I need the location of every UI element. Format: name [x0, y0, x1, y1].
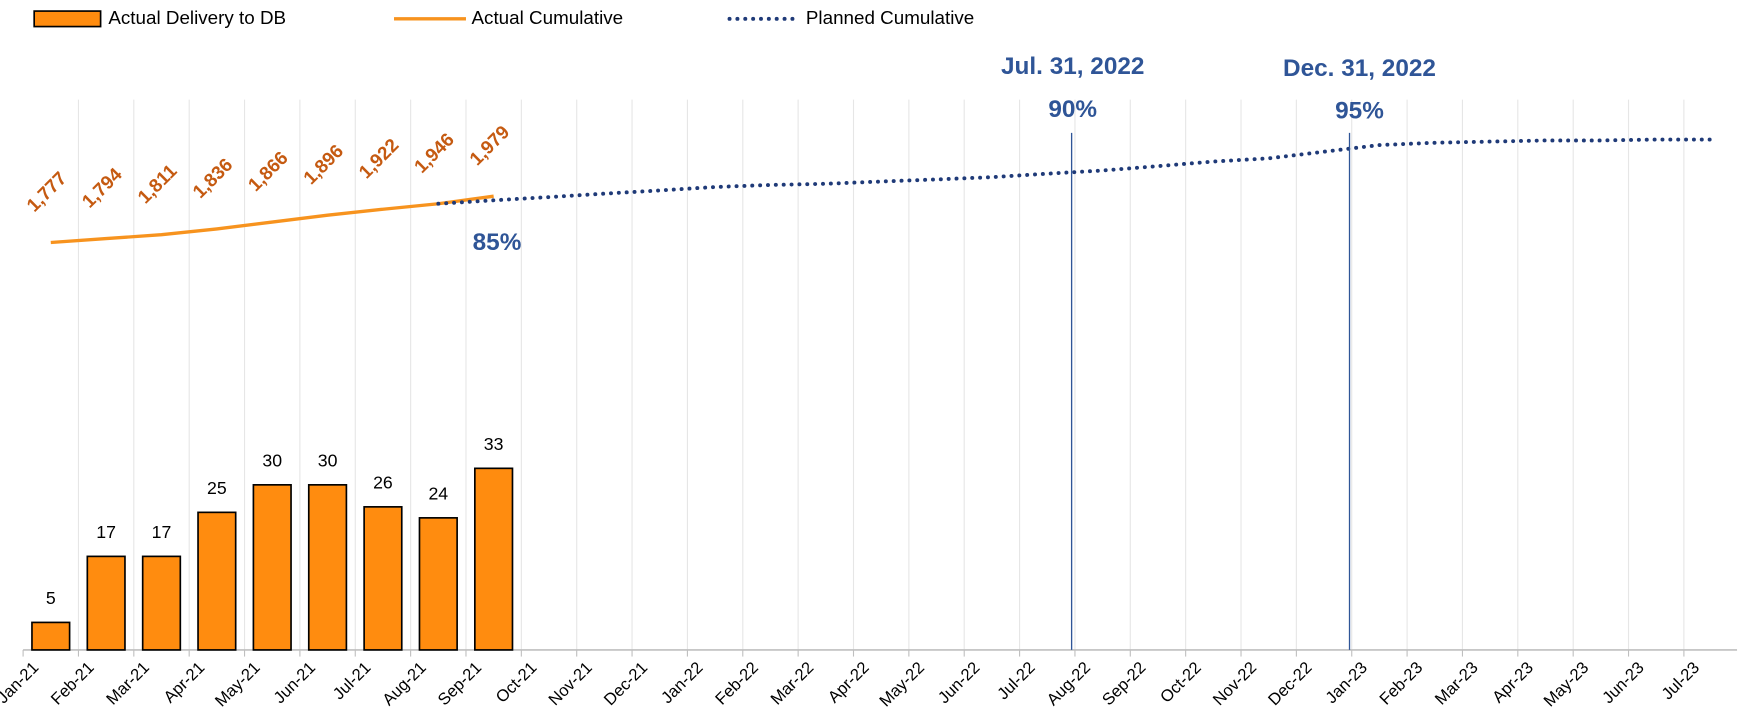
x-tick-label: Apr-23	[1488, 658, 1537, 707]
line	[50, 194, 494, 245]
data-label: 1,946	[410, 129, 458, 177]
x-tick-label: Feb-22	[711, 658, 762, 709]
x-tick-label: Jan-22	[657, 658, 706, 707]
data-label: 1,777	[22, 168, 70, 216]
x-tick-label: Nov-22	[1209, 658, 1260, 709]
x-tick-label: Mar-21	[102, 658, 153, 709]
line	[436, 137, 1714, 206]
bar	[307, 484, 348, 651]
data-label: 1,811	[133, 160, 180, 207]
x-tick-label: Sep-21	[434, 658, 485, 709]
x-tick-label: May-23	[1540, 658, 1593, 711]
bar-label: 17	[96, 522, 116, 542]
x-tick-label: Jul-21	[329, 658, 374, 703]
x-tick-label: Oct-21	[492, 658, 541, 707]
x-tick-label: Jan-23	[1322, 658, 1371, 707]
bar	[252, 484, 292, 651]
bar-label: 5	[46, 588, 56, 608]
plot: Jan-21 Feb-21 Mar-21 Apr-21 May-21 Jun-21 Jul-…	[0, 99, 1738, 711]
x-tick-label: Feb-21	[47, 658, 98, 709]
bar	[418, 517, 458, 651]
bar	[197, 511, 237, 651]
data-label: 1,979	[465, 121, 513, 169]
x-tick-label: Jul-22	[993, 658, 1038, 703]
x-tick-label: Nov-21	[545, 658, 596, 709]
x-tick-label: Apr-21	[160, 658, 209, 707]
x-tick-label: Mar-23	[1431, 658, 1482, 709]
x-tick-label: May-21	[211, 658, 264, 711]
data-label: 1,922	[354, 134, 402, 182]
bar-label: 30	[262, 450, 282, 470]
bar-label: 33	[484, 434, 504, 454]
bar-label: 25	[207, 478, 227, 498]
bar-label: 30	[318, 450, 338, 470]
annotation: Dec. 31, 2022	[1283, 55, 1436, 82]
x-tick-label: Jun-23	[1598, 658, 1647, 707]
data-label: 1,866	[244, 147, 292, 195]
data-label: 1,836	[188, 154, 236, 202]
x-tick-label: Aug-21	[379, 658, 430, 709]
bar	[363, 506, 403, 651]
bar	[141, 555, 182, 651]
bar-label: 24	[428, 483, 448, 503]
annotation: 90%	[1048, 96, 1097, 123]
x-tick-label: Sep-22	[1098, 658, 1149, 709]
bar-label: 17	[152, 522, 172, 542]
x-tick-label: Apr-22	[824, 658, 873, 707]
x-tick-label: Jan-21	[0, 658, 42, 707]
x-tick-label: Jun-22	[934, 658, 983, 707]
annotation: Jul. 31, 2022	[1001, 53, 1144, 80]
x-tick-label: Mar-22	[767, 658, 818, 709]
annotation: 85%	[473, 229, 522, 256]
bar	[31, 621, 71, 651]
x-tick-label: Feb-23	[1376, 658, 1427, 709]
legend-label: Planned Cumulative	[806, 7, 974, 28]
bar-label: 26	[373, 472, 393, 492]
x-tick-label: Aug-22	[1043, 658, 1094, 709]
bar	[474, 467, 514, 651]
x-tick-label: Jul-23	[1658, 658, 1703, 703]
x-tick-label: May-22	[876, 658, 929, 711]
data-label: 1,794	[78, 163, 127, 212]
x-tick-label: Jun-21	[270, 658, 319, 707]
x-tick-label: Dec-21	[600, 658, 651, 709]
legend: Actual Delivery to DB Actual Cumulative …	[33, 7, 974, 28]
legend-label: Actual Delivery to DB	[108, 7, 286, 28]
x-tick-label: Oct-22	[1156, 658, 1205, 707]
annotation: 95%	[1335, 97, 1384, 124]
data-label: 1,896	[299, 140, 347, 188]
x-tick-label: Dec-22	[1264, 658, 1315, 709]
legend-label: Actual Cumulative	[472, 7, 624, 28]
bar	[86, 555, 126, 651]
legend-swatch	[33, 10, 102, 28]
